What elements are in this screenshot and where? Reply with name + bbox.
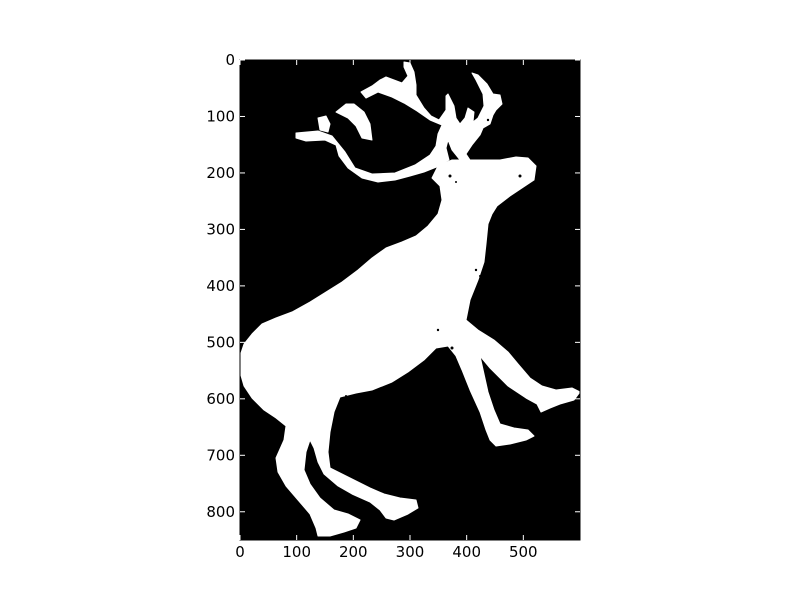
reindeer-silhouette bbox=[239, 61, 581, 537]
y-tick-label: 200 bbox=[206, 164, 235, 182]
x-axis: 0 100 200 300 400 500 bbox=[235, 543, 537, 561]
y-tick-label: 300 bbox=[206, 221, 235, 239]
y-tick-label: 700 bbox=[206, 447, 235, 465]
antler-tip bbox=[335, 103, 373, 141]
silhouette-speckles bbox=[345, 118, 522, 397]
y-tick-label: 100 bbox=[206, 108, 235, 126]
antler-shape bbox=[295, 61, 503, 183]
y-tick-label: 800 bbox=[206, 503, 235, 521]
x-tick-label: 200 bbox=[339, 543, 368, 561]
x-tick-label: 300 bbox=[396, 543, 425, 561]
y-axis: 0 100 200 300 400 500 600 700 800 bbox=[206, 51, 235, 521]
image-axes: 0 100 200 300 400 500 0 100 200 300 400 … bbox=[206, 51, 581, 561]
ticks bbox=[239, 59, 580, 540]
y-tick-label: 600 bbox=[206, 390, 235, 408]
y-tick-label: 500 bbox=[206, 334, 235, 352]
y-tick-label: 0 bbox=[225, 51, 235, 69]
x-tick-label: 400 bbox=[452, 543, 481, 561]
body-shape bbox=[239, 156, 581, 537]
x-tick-label: 0 bbox=[235, 543, 245, 561]
y-tick-label: 400 bbox=[206, 277, 235, 295]
x-tick-label: 100 bbox=[282, 543, 311, 561]
antler-tip bbox=[317, 115, 331, 133]
x-tick-label: 500 bbox=[509, 543, 538, 561]
